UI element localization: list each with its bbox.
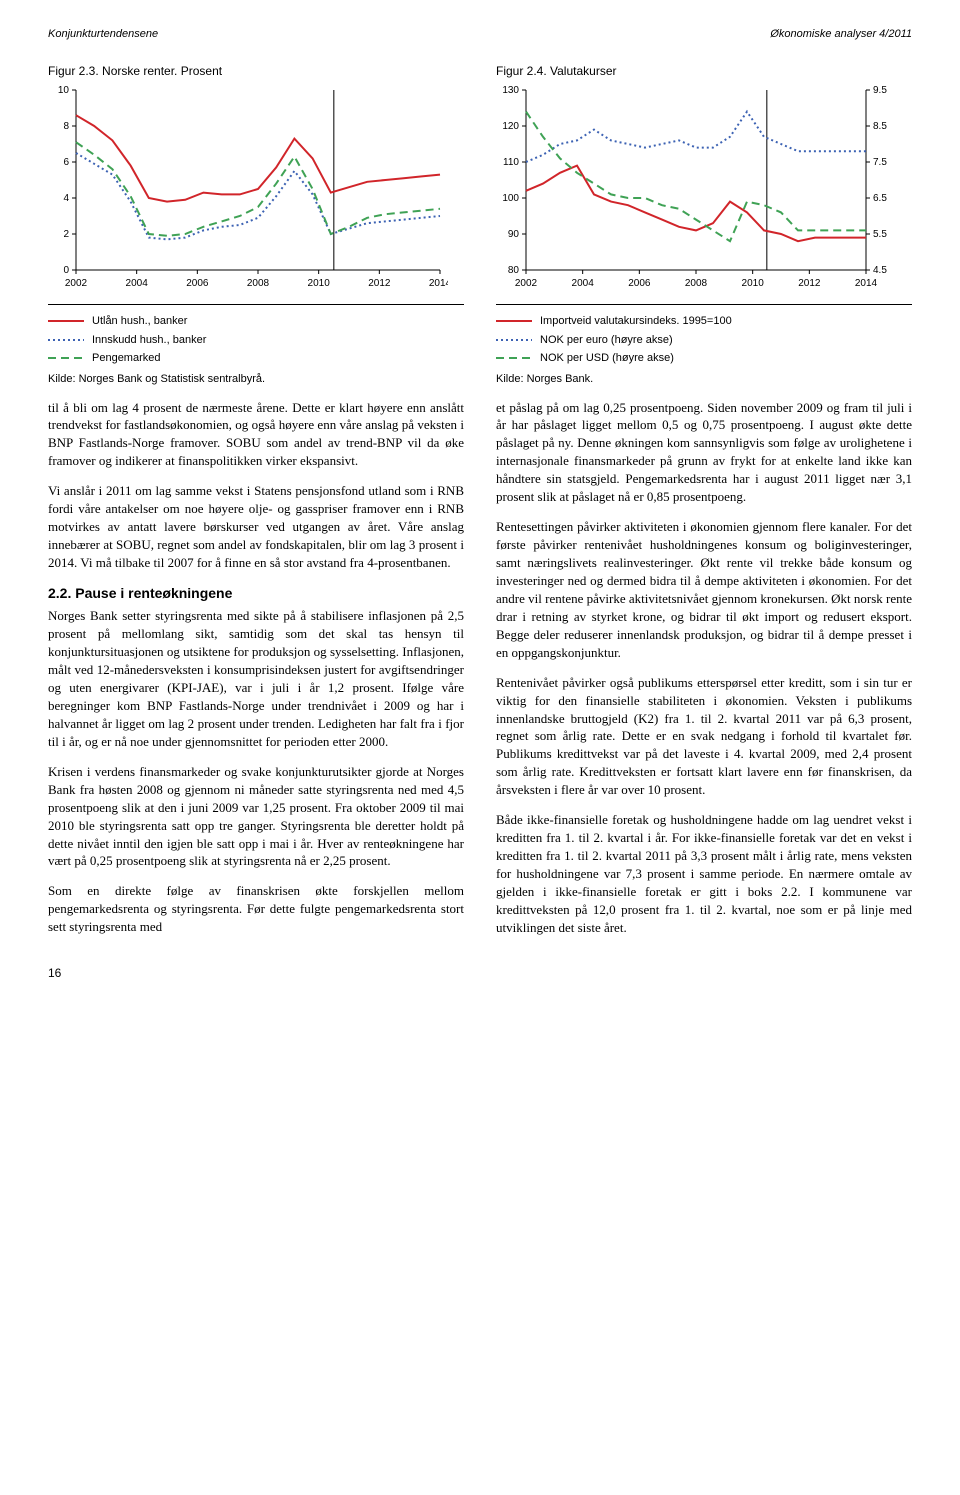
source-a: Kilde: Norges Bank og Statistisk sentral… [48, 373, 464, 385]
svg-text:4: 4 [63, 193, 69, 204]
legend-swatch [496, 315, 532, 327]
para-2: Vi anslår i 2011 om lag samme vekst i St… [48, 482, 464, 572]
svg-text:2012: 2012 [798, 278, 821, 289]
svg-text:2002: 2002 [65, 278, 88, 289]
para-3: Norges Bank setter styringsrenta med sik… [48, 607, 464, 751]
svg-text:90: 90 [508, 229, 520, 240]
figure-title-a: Figur 2.3. Norske renter. Prosent [48, 64, 464, 78]
svg-text:2004: 2004 [572, 278, 595, 289]
para-4: Krisen i verdens finansmarkeder og svake… [48, 763, 464, 871]
legend-a: Utlån hush., banker Innskudd hush., bank… [48, 313, 464, 367]
figure-title-b: Figur 2.4. Valutakurser [496, 64, 912, 78]
svg-text:2012: 2012 [368, 278, 391, 289]
para-6: et påslag på om lag 0,25 prosentpoeng. S… [496, 399, 912, 507]
para-7: Rentesettingen påvirker aktiviteten i øk… [496, 518, 912, 662]
svg-text:2008: 2008 [247, 278, 270, 289]
svg-text:80: 80 [508, 265, 520, 276]
legend-label: NOK per USD (høyre akse) [540, 350, 674, 367]
svg-text:0: 0 [63, 265, 69, 276]
legend-label: Importveid valutakursindeks. 1995=100 [540, 313, 732, 330]
running-left: Konjunkturtendensene [48, 28, 158, 40]
legend-item: Innskudd hush., banker [48, 332, 464, 349]
svg-text:110: 110 [503, 157, 519, 168]
legend-swatch [496, 334, 532, 346]
svg-text:6: 6 [63, 157, 69, 168]
svg-text:9.5: 9.5 [873, 85, 887, 96]
svg-text:130: 130 [502, 85, 519, 96]
running-header: Konjunkturtendensene Økonomiske analyser… [48, 28, 912, 40]
legend-label: Utlån hush., banker [92, 313, 187, 330]
legend-item: NOK per USD (høyre akse) [496, 350, 912, 367]
legend-item: NOK per euro (høyre akse) [496, 332, 912, 349]
para-1: til å bli om lag 4 prosent de nærmeste å… [48, 399, 464, 471]
figure-separator-b [496, 304, 912, 305]
svg-text:2004: 2004 [126, 278, 149, 289]
para-5: Som en direkte følge av finanskrisen økt… [48, 882, 464, 936]
body-text: til å bli om lag 4 prosent de nærmeste å… [48, 399, 912, 949]
svg-text:2006: 2006 [628, 278, 651, 289]
chart-a: 2002 2004 2006 2008 2010 2012 2014 0 2 4 6 8 10 [48, 84, 464, 294]
svg-text:7.5: 7.5 [873, 157, 887, 168]
svg-text:2014: 2014 [429, 278, 448, 289]
svg-text:2006: 2006 [186, 278, 209, 289]
svg-text:6.5: 6.5 [873, 193, 887, 204]
svg-text:10: 10 [58, 85, 70, 96]
svg-text:120: 120 [502, 121, 519, 132]
legend-swatch [48, 315, 84, 327]
figure-row: Figur 2.3. Norske renter. Prosent 200220… [48, 64, 912, 385]
legend-item: Utlån hush., banker [48, 313, 464, 330]
figure-2-4: Figur 2.4. Valutakurser 2002 2004 2006 2008… [496, 64, 912, 385]
legend-label: Pengemarked [92, 350, 161, 367]
source-b: Kilde: Norges Bank. [496, 373, 912, 385]
legend-item: Importveid valutakursindeks. 1995=100 [496, 313, 912, 330]
legend-swatch [496, 352, 532, 364]
svg-text:100: 100 [502, 193, 519, 204]
heading-2-2: 2.2. Pause i renteøkningene [48, 584, 464, 603]
para-9: Både ikke-finansielle foretak og hushold… [496, 811, 912, 937]
para-8: Rentenivået påvirker også publikums ette… [496, 674, 912, 800]
svg-text:2008: 2008 [685, 278, 708, 289]
svg-text:8: 8 [63, 121, 69, 132]
svg-text:2: 2 [63, 229, 69, 240]
svg-text:8.5: 8.5 [873, 121, 887, 132]
svg-text:2014: 2014 [855, 278, 878, 289]
legend-swatch [48, 334, 84, 346]
chart-b: 2002 2004 2006 2008 2010 2012 2014 80 90 100 110 12… [496, 84, 912, 294]
legend-b: Importveid valutakursindeks. 1995=100 NO… [496, 313, 912, 367]
figure-2-3: Figur 2.3. Norske renter. Prosent 200220… [48, 64, 464, 385]
legend-swatch [48, 352, 84, 364]
page-number: 16 [48, 966, 912, 980]
svg-text:2010: 2010 [308, 278, 331, 289]
legend-item: Pengemarked [48, 350, 464, 367]
legend-label: Innskudd hush., banker [92, 332, 206, 349]
svg-text:2002: 2002 [515, 278, 538, 289]
svg-text:4.5: 4.5 [873, 265, 887, 276]
legend-label: NOK per euro (høyre akse) [540, 332, 673, 349]
running-right: Økonomiske analyser 4/2011 [770, 28, 912, 40]
svg-text:5.5: 5.5 [873, 229, 887, 240]
svg-text:2010: 2010 [742, 278, 765, 289]
figure-separator-a [48, 304, 464, 305]
